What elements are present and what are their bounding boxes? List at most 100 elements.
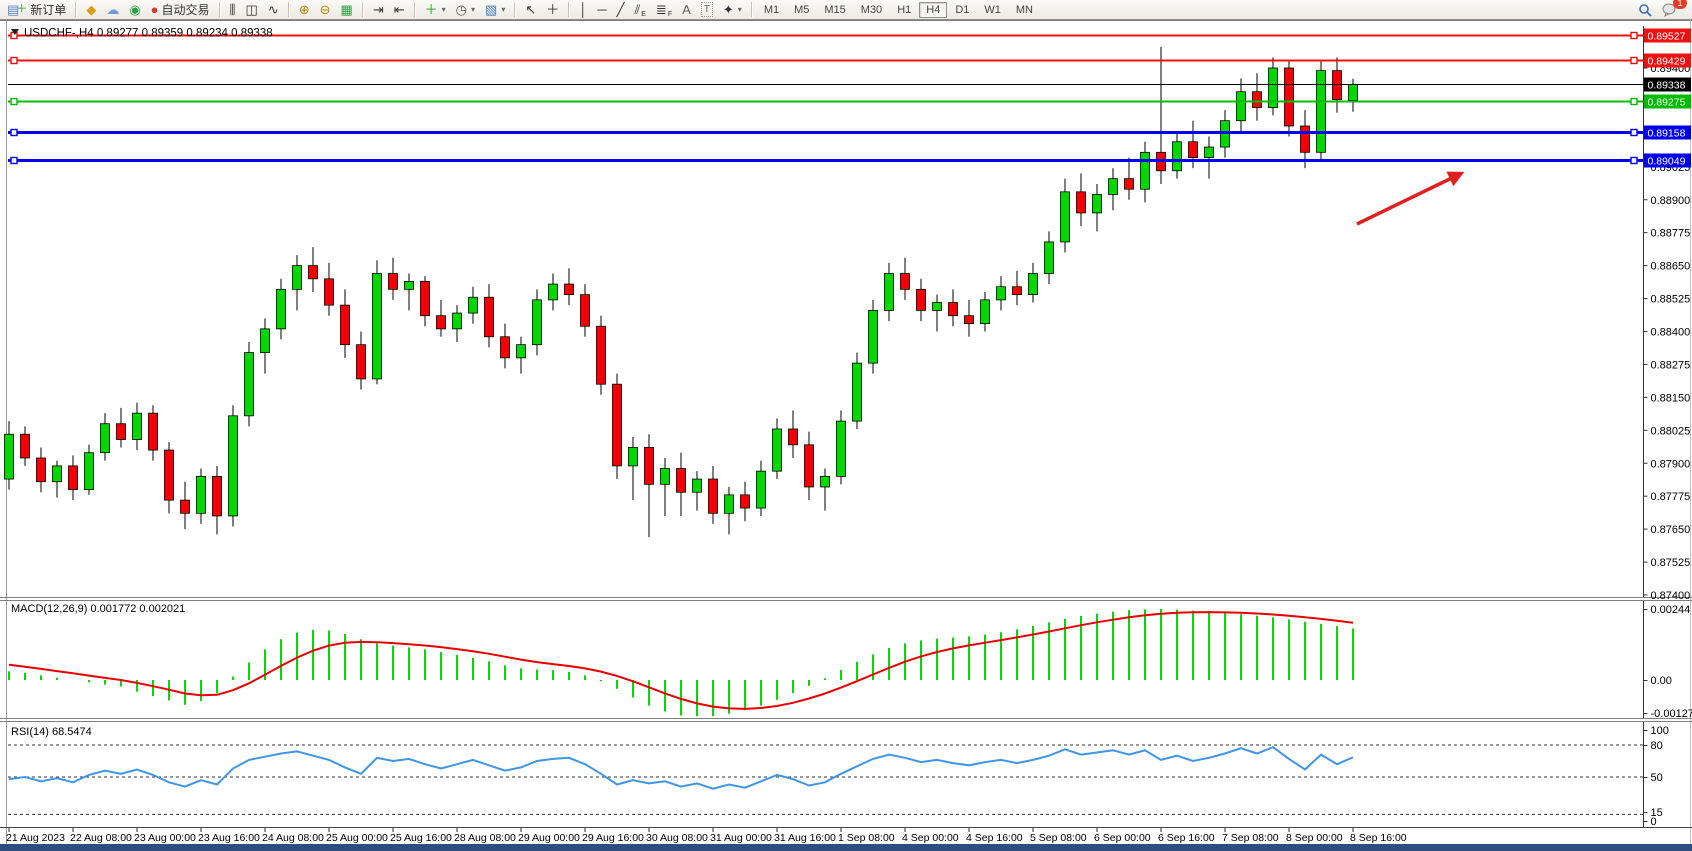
market-watch-button[interactable]: ◆ bbox=[81, 0, 101, 19]
candle bbox=[916, 288, 926, 311]
time-label: 4 Sep 00:00 bbox=[902, 832, 959, 844]
timeframe-button-W1[interactable]: W1 bbox=[984, 3, 1001, 16]
auto-scroll-button[interactable]: ⇥ bbox=[368, 0, 389, 19]
separator bbox=[750, 2, 753, 17]
timeframe-button-M30[interactable]: M30 bbox=[860, 3, 883, 16]
vertical-line-button[interactable]: │ bbox=[574, 0, 592, 19]
time-label: 31 Aug 00:00 bbox=[710, 832, 772, 844]
price-line-label bbox=[1644, 28, 1691, 43]
shapes-button[interactable]: ✦ ▾ bbox=[718, 0, 747, 19]
candle bbox=[852, 362, 862, 422]
chat-button[interactable]: 1 bbox=[1657, 0, 1687, 19]
channel-letter: E bbox=[641, 11, 646, 18]
candle bbox=[1316, 70, 1326, 153]
label-button[interactable]: T bbox=[696, 0, 718, 19]
price-tick-label: 0.87650 bbox=[1651, 524, 1691, 536]
time-label: 8 Sep 00:00 bbox=[1286, 832, 1343, 844]
separator bbox=[287, 2, 290, 17]
candle bbox=[292, 265, 302, 290]
zoom-out-icon: ⊖ bbox=[319, 2, 331, 17]
timeframe-button-H1[interactable]: H1 bbox=[897, 3, 912, 16]
price-tick-label: 0.87400 bbox=[1651, 590, 1691, 602]
search-icon bbox=[1639, 3, 1652, 17]
time-label: 29 Aug 16:00 bbox=[582, 832, 644, 844]
new-order-button[interactable]: ▤ ＋ 新订单 bbox=[2, 0, 71, 19]
candle bbox=[708, 478, 718, 514]
candle bbox=[452, 312, 462, 330]
indicators-button[interactable]: ＋ ▾ bbox=[420, 0, 451, 19]
data-window-button[interactable]: ☁ bbox=[101, 0, 124, 19]
svg-text:0.89527: 0.89527 bbox=[1648, 31, 1686, 43]
channel-button[interactable]: ⫽ E bbox=[629, 0, 650, 19]
crosshair-button[interactable]: ＋ bbox=[541, 0, 564, 19]
autotrade-button[interactable]: ● 自动交易 bbox=[146, 0, 215, 19]
horizontal-line-button[interactable]: ─ bbox=[592, 0, 611, 19]
time-label: 25 Aug 16:00 bbox=[390, 832, 452, 844]
separator bbox=[75, 2, 78, 17]
navigator-button[interactable]: ◉ bbox=[124, 0, 145, 19]
data-window-icon: ☁ bbox=[106, 2, 120, 17]
timeframe-button-M15[interactable]: M15 bbox=[824, 3, 846, 16]
candle bbox=[580, 294, 590, 327]
candle bbox=[20, 433, 30, 459]
price-tick-label: 0.88150 bbox=[1651, 392, 1691, 404]
zoom-in-button[interactable]: ⊕ bbox=[294, 0, 315, 19]
tile-windows-icon: ▦ bbox=[340, 2, 353, 17]
cursor-button[interactable]: ↖ bbox=[520, 0, 541, 19]
candle bbox=[596, 325, 606, 385]
candle bbox=[36, 457, 46, 483]
trendline-button[interactable]: ╱ bbox=[612, 0, 630, 19]
candle bbox=[4, 433, 14, 480]
rsi-panel: 100 80 50 150 bbox=[8, 725, 1669, 828]
candle bbox=[260, 328, 270, 353]
rsi-axis-label: 0 bbox=[1651, 816, 1657, 828]
line-chart-button[interactable]: ∿ bbox=[263, 0, 284, 19]
time-label: 6 Sep 16:00 bbox=[1158, 832, 1215, 844]
rsi-axis-label: 100 bbox=[1651, 725, 1669, 737]
price-tick-label: 0.88400 bbox=[1651, 327, 1691, 339]
time-label: 29 Aug 00:00 bbox=[518, 832, 580, 844]
time-label: 7 Sep 08:00 bbox=[1222, 832, 1279, 844]
chart-area: 0.894000.892750.891500.890250.889000.887… bbox=[0, 20, 1692, 851]
timeframe-button-M1[interactable]: M1 bbox=[763, 3, 780, 16]
text-button[interactable]: A bbox=[677, 0, 696, 19]
periods-icon: ◷ bbox=[455, 2, 468, 17]
candlestick-chart-button[interactable]: ◫ bbox=[241, 0, 263, 19]
candle bbox=[372, 273, 382, 380]
timeframe-button-H4[interactable]: H4 bbox=[919, 1, 948, 18]
price-lines[interactable]: 0.89527 0.89429 0.89338 0.89275 0.89158 0.890… bbox=[8, 28, 1691, 168]
line-end-marker bbox=[10, 56, 18, 65]
price-tick-label: 0.88900 bbox=[1651, 195, 1691, 207]
zoom-out-button[interactable]: ⊖ bbox=[315, 0, 336, 19]
auto-scroll-icon: ⇥ bbox=[372, 2, 384, 17]
timeframe-button-MN[interactable]: MN bbox=[1015, 3, 1033, 16]
macd-axis-label: 0.00 bbox=[1651, 675, 1672, 687]
separator bbox=[568, 2, 571, 17]
timeframe-button-D1[interactable]: D1 bbox=[955, 3, 970, 16]
candle bbox=[484, 296, 494, 338]
templates-button[interactable]: ▧ ▾ bbox=[480, 0, 510, 19]
price-tick-label: 0.88775 bbox=[1651, 228, 1691, 240]
timeframe-button-M5[interactable]: M5 bbox=[794, 3, 810, 16]
periods-button[interactable]: ◷ ▾ bbox=[451, 0, 480, 19]
candle bbox=[1108, 178, 1118, 195]
trend-arrow[interactable] bbox=[1356, 171, 1465, 226]
bar-chart-button[interactable]: ⫼ bbox=[225, 0, 241, 19]
candle bbox=[1348, 83, 1358, 101]
chart-shift-button[interactable]: ⇤ bbox=[389, 0, 410, 19]
time-label: 21 Aug 2023 bbox=[6, 832, 65, 844]
candle bbox=[692, 478, 702, 493]
price-tick-label: 0.88275 bbox=[1651, 359, 1691, 371]
search-button[interactable] bbox=[1633, 0, 1657, 19]
candle bbox=[404, 281, 414, 290]
time-label: 22 Aug 08:00 bbox=[70, 832, 132, 844]
rsi-axis-label: 80 bbox=[1651, 740, 1663, 752]
fibonacci-button[interactable]: ≣ F bbox=[651, 0, 677, 19]
time-label: 5 Sep 08:00 bbox=[1030, 832, 1087, 844]
line-end-marker bbox=[1630, 56, 1638, 65]
window-frame bbox=[0, 20, 1692, 851]
rsi-label: RSI(14) 68.5474 bbox=[11, 726, 92, 738]
trendline-icon: ╱ bbox=[616, 2, 625, 17]
tile-windows-button[interactable]: ▦ bbox=[336, 0, 358, 19]
candle bbox=[980, 299, 990, 324]
